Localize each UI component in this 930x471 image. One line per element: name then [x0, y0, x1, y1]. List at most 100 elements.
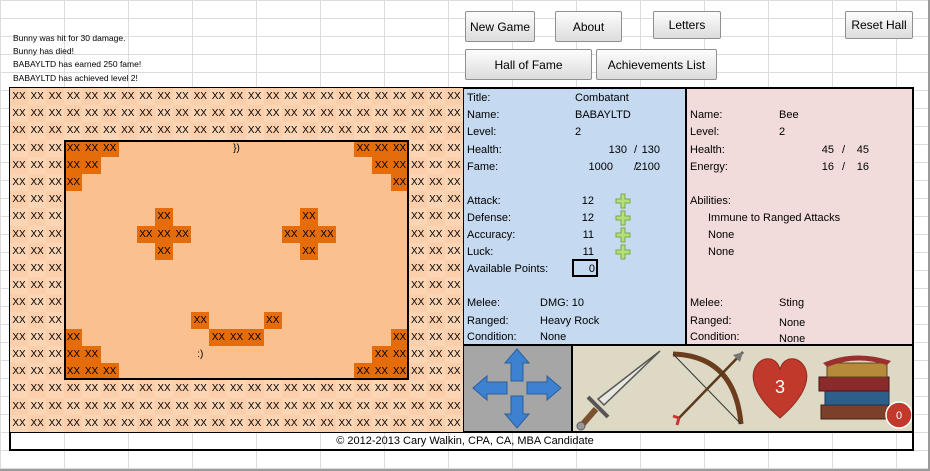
map-tile	[209, 139, 228, 157]
attribute-label: Defense:	[467, 212, 512, 224]
hall-of-fame-button[interactable]: Hall of Fame	[465, 49, 592, 80]
map-tile	[82, 242, 101, 260]
monster-combat-label: Condition:	[690, 331, 740, 343]
map-tile: XX	[10, 277, 29, 295]
map-tile: XX	[408, 208, 427, 226]
map-tile: XX	[46, 311, 65, 329]
map-tile	[118, 139, 137, 157]
map-tile: XX	[46, 328, 65, 346]
map-tile: XX	[10, 174, 29, 192]
map-tile: XX	[318, 380, 337, 398]
move-pad[interactable]	[463, 345, 572, 432]
map-tile: XX	[28, 88, 47, 106]
sword-icon[interactable]	[574, 347, 664, 431]
map-tile	[281, 277, 300, 295]
map-tile: XX	[372, 88, 391, 106]
map-tile: XX	[408, 105, 427, 123]
map-tile: XX	[426, 191, 445, 209]
map-tile: XX	[444, 277, 463, 295]
map-tile	[390, 260, 409, 278]
map-tile: XX	[426, 156, 445, 174]
map-tile	[354, 174, 373, 192]
map-tile: XX	[10, 260, 29, 278]
wall-tile: XX	[64, 156, 83, 174]
map-tile	[390, 311, 409, 329]
monster-stat-value: 2	[779, 126, 786, 138]
reset-hall-button[interactable]: Reset Hall	[845, 11, 913, 39]
map-tile: XX	[209, 380, 228, 398]
wall-tile: XX	[64, 174, 83, 192]
stat-max: 130	[641, 144, 660, 156]
map-tile: XX	[118, 88, 137, 106]
points-value: 0	[588, 263, 595, 275]
map-tile	[82, 260, 101, 278]
letters-button[interactable]: Letters	[653, 11, 721, 39]
new-game-button[interactable]: New Game	[465, 11, 535, 42]
map-tile: XX	[209, 397, 228, 415]
wall-tile: XX	[154, 242, 174, 260]
map-tile	[209, 277, 228, 295]
lives-icon[interactable]: 3	[750, 352, 810, 422]
map-tile	[245, 277, 264, 295]
about-button[interactable]: About	[555, 11, 622, 42]
add-point-button[interactable]	[615, 210, 631, 226]
add-point-button[interactable]	[615, 244, 631, 260]
wall-tile: XX	[390, 156, 409, 174]
monster-combat-value: Sting	[779, 297, 805, 309]
map-tile	[354, 260, 373, 278]
map-tile	[336, 328, 355, 346]
map-tile	[82, 328, 101, 346]
map-tile	[191, 225, 210, 243]
map-tile: XX	[263, 414, 282, 432]
map-tile: XX	[426, 363, 445, 381]
map-tile: XX	[281, 122, 300, 140]
map-tile: XX	[408, 294, 427, 312]
map-tile: XX	[28, 260, 47, 278]
map-tile	[263, 242, 282, 260]
attribute-value: 11	[582, 246, 594, 258]
map-tile	[372, 225, 391, 243]
map-tile: XX	[28, 122, 47, 140]
map-tile: XX	[444, 156, 463, 174]
map-tile	[191, 208, 210, 226]
ability: None	[708, 246, 735, 258]
map-tile: XX	[227, 414, 246, 432]
separator: /	[842, 161, 846, 173]
map-tile	[281, 260, 300, 278]
monster-stat-max: 16	[856, 161, 869, 173]
map-tile: XX	[426, 294, 445, 312]
wall-tile: XX	[173, 225, 192, 243]
achievements-button[interactable]: Achievements List	[596, 49, 717, 80]
map-tile: XX	[136, 105, 155, 123]
border	[912, 87, 914, 451]
bow-icon[interactable]	[665, 346, 750, 432]
wall-tile: XX	[227, 328, 246, 346]
map-tile: XX	[100, 414, 119, 432]
map-tile	[173, 260, 192, 278]
map-tile	[82, 294, 101, 312]
map-tile: XX	[10, 397, 29, 415]
map-tile: XX	[46, 156, 65, 174]
map-tile: XX	[64, 122, 83, 140]
add-point-button[interactable]	[615, 227, 631, 243]
map-tile	[299, 311, 319, 329]
map-tile	[136, 139, 155, 157]
map-tile	[318, 311, 337, 329]
map-tile: XX	[426, 139, 445, 157]
map-tile	[318, 139, 337, 157]
add-point-button[interactable]	[615, 193, 631, 209]
letters-icon[interactable]: 0	[815, 347, 913, 431]
map-tile: XX	[444, 105, 463, 123]
map-tile: XX	[426, 277, 445, 295]
map-tile: XX	[245, 122, 264, 140]
map-tile	[154, 277, 174, 295]
map-tile	[154, 311, 174, 329]
map-tile: XX	[46, 105, 65, 123]
map-tile: XX	[64, 380, 83, 398]
map-tile	[154, 139, 174, 157]
map-tile: XX	[318, 122, 337, 140]
wall-tile: XX	[64, 139, 83, 157]
map-tile: XX	[28, 363, 47, 381]
map-tile: XX	[444, 380, 463, 398]
map-tile	[100, 311, 119, 329]
